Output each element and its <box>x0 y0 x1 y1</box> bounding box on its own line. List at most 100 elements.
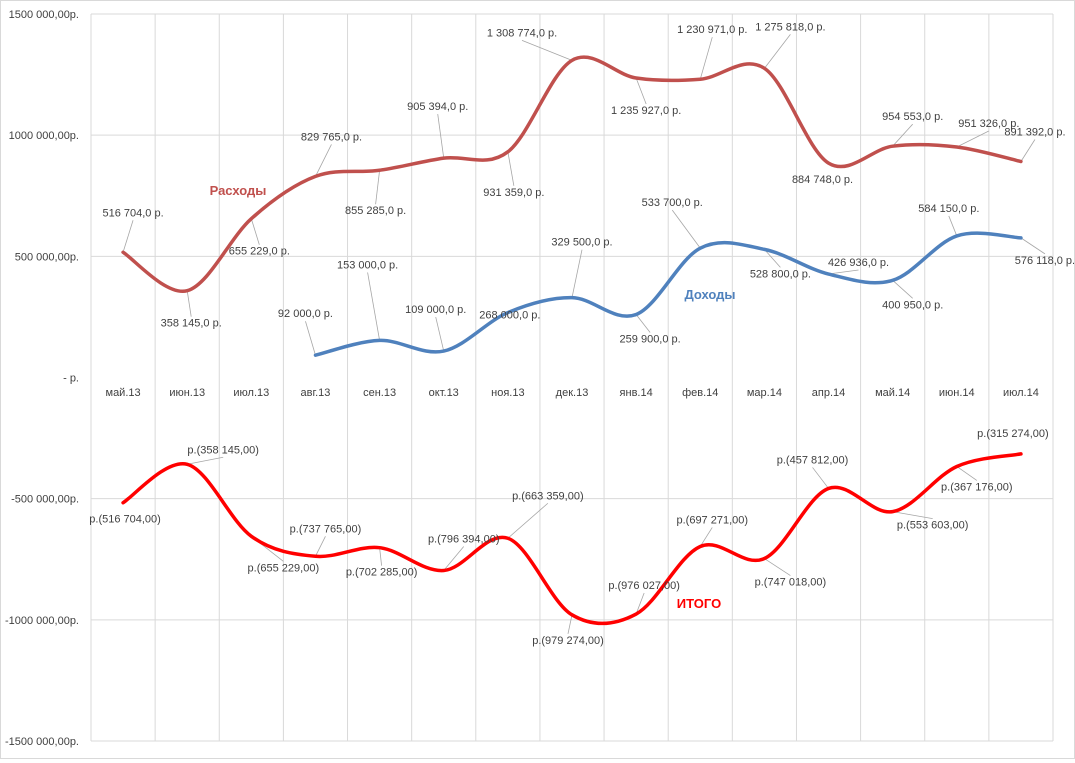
label-leader <box>1020 237 1046 255</box>
label-leader <box>764 34 791 69</box>
data-label: 528 800,0 р. <box>750 268 811 280</box>
x-tick-label: май.13 <box>106 387 141 399</box>
label-leader <box>315 536 326 557</box>
label-leader <box>892 280 913 299</box>
x-tick-label: июн.13 <box>169 387 205 399</box>
label-leader <box>443 546 465 571</box>
data-labels: 516 704,0 р. 358 145,0 р. 655 229,0 р. 829 … <box>89 21 1075 647</box>
series-name-label: Доходы <box>684 287 735 302</box>
data-label: р.(796 394,00) <box>428 533 500 545</box>
data-label: 584 150,0 р. <box>918 203 979 215</box>
x-tick-label: окт.13 <box>429 387 459 399</box>
label-leader <box>948 215 958 237</box>
y-tick-label: -500 000,00р. <box>11 494 79 506</box>
data-label: 400 950,0 р. <box>882 299 943 311</box>
label-leader <box>635 77 647 105</box>
x-tick-label: июл.14 <box>1003 387 1039 399</box>
series-lines <box>121 55 1023 626</box>
label-leader <box>315 144 332 177</box>
label-leader <box>507 151 515 186</box>
data-label: 905 394,0 р. <box>407 101 468 113</box>
data-label: р.(358 145,00) <box>187 444 259 456</box>
x-tick-label: мар.14 <box>747 387 782 399</box>
x-tick-label: июл.13 <box>233 387 269 399</box>
y-tick-label: -1000 000,00р. <box>5 615 79 627</box>
label-leader <box>186 290 192 317</box>
series-line-2 <box>121 452 1023 626</box>
data-label: 426 936,0 р. <box>828 257 889 269</box>
data-label: р.(663 359,00) <box>512 490 584 502</box>
data-label: 153 000,0 р. <box>337 259 398 271</box>
data-label: р.(553 603,00) <box>897 520 969 532</box>
data-label: 358 145,0 р. <box>161 318 222 330</box>
data-label: 951 326,0 р. <box>958 118 1019 130</box>
label-leader <box>892 511 933 520</box>
y-tick-label: - р. <box>63 373 79 385</box>
x-tick-label: апр.14 <box>812 387 845 399</box>
label-leader <box>1020 139 1036 162</box>
series-name-label: Расходы <box>210 183 267 198</box>
label-leader <box>571 249 583 298</box>
label-leader <box>764 558 791 576</box>
grid <box>90 13 1054 742</box>
series-line-0 <box>121 55 1023 293</box>
x-tick-label: фев.14 <box>682 387 718 399</box>
label-leader <box>122 220 134 253</box>
data-label: 1 230 971,0 р. <box>677 24 747 36</box>
label-leader <box>375 170 380 205</box>
label-leader-lines <box>122 34 1046 634</box>
label-leader <box>567 614 573 634</box>
data-label: р.(697 271,00) <box>676 514 748 526</box>
data-label: 268 000,0 р. <box>479 310 540 322</box>
label-leader <box>812 467 829 489</box>
data-label: р.(315 274,00) <box>977 428 1049 440</box>
data-label: 891 392,0 р. <box>1004 126 1065 138</box>
y-tick-label: 1500 000,00р. <box>9 9 79 21</box>
label-leader <box>699 527 713 547</box>
label-leader <box>956 130 989 148</box>
data-label: 1 308 774,0 р. <box>487 27 557 39</box>
label-leader <box>367 272 380 341</box>
data-label: р.(516 704,00) <box>89 514 161 526</box>
data-label: р.(979 274,00) <box>532 635 604 647</box>
data-label: 884 748,0 р. <box>792 174 853 186</box>
label-leader <box>828 269 859 275</box>
data-label: р.(702 285,00) <box>346 567 418 579</box>
x-tick-label: янв.14 <box>620 387 653 399</box>
label-leader <box>671 209 701 249</box>
x-tick-label: сен.13 <box>363 387 396 399</box>
label-leader <box>635 314 651 333</box>
y-axis-ticks: 1500 000,00р. 1000 000,00р. 500 000,00р. - … <box>5 9 79 748</box>
label-leader <box>956 466 978 481</box>
data-label: р.(457 812,00) <box>777 454 849 466</box>
label-leader <box>187 456 224 465</box>
data-label: р.(737 765,00) <box>290 523 362 535</box>
data-label: р.(367 176,00) <box>941 481 1013 493</box>
data-label: 829 765,0 р. <box>301 131 362 143</box>
y-tick-label: 500 000,00р. <box>15 251 79 263</box>
data-label: 1 235 927,0 р. <box>611 105 681 117</box>
data-label: 855 285,0 р. <box>345 205 406 217</box>
label-leader <box>305 321 316 356</box>
data-label: 259 900,0 р. <box>620 334 681 346</box>
label-leader <box>635 592 645 615</box>
data-label: р.(976 027,00) <box>608 580 680 592</box>
data-label: 109 000,0 р. <box>405 304 466 316</box>
series-name-label: ИТОГО <box>677 596 721 611</box>
data-label: 516 704,0 р. <box>102 207 163 219</box>
data-label: 533 700,0 р. <box>642 197 703 209</box>
label-leader <box>435 316 445 352</box>
x-tick-label: май.14 <box>875 387 910 399</box>
data-label: 931 359,0 р. <box>483 187 544 199</box>
label-leader <box>437 114 445 159</box>
data-label: р.(747 018,00) <box>755 577 827 589</box>
data-label: 954 553,0 р. <box>882 111 943 123</box>
data-label: р.(655 229,00) <box>248 562 320 574</box>
series-names: Расходы Доходы ИТОГО <box>210 183 736 611</box>
label-leader <box>521 39 573 61</box>
x-tick-label: дек.13 <box>556 387 589 399</box>
data-label: 92 000,0 р. <box>278 308 333 320</box>
x-tick-label: июн.14 <box>939 387 975 399</box>
